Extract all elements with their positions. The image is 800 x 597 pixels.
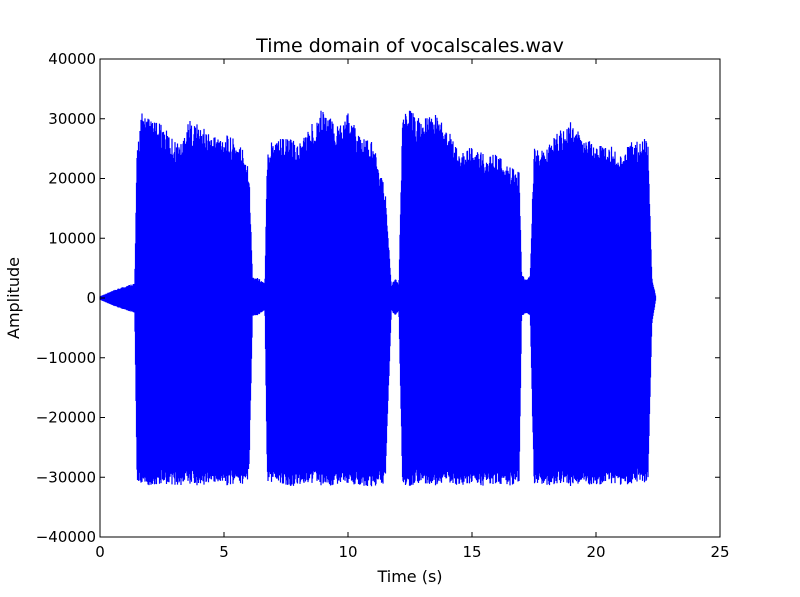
y-tick-label: 10000 [48, 229, 96, 247]
x-tick-label: 10 [338, 543, 357, 561]
y-tick-label: 0 [86, 289, 96, 307]
x-tick-label: 15 [462, 543, 481, 561]
x-tick-label: 0 [95, 543, 105, 561]
x-tick-label: 20 [586, 543, 605, 561]
y-tick-label: 30000 [48, 110, 96, 128]
x-axis-label: Time (s) [376, 567, 442, 586]
ticks-group: 0 5 10 15 20 25 −40000 −30000 −20000 −10000 0 10000… [36, 50, 730, 561]
x-tick-label: 25 [710, 543, 729, 561]
y-axis-label: Amplitude [4, 257, 23, 339]
y-tick-label: −20000 [36, 409, 96, 427]
y-tick-label: −10000 [36, 349, 96, 367]
y-tick-label: 20000 [48, 170, 96, 188]
y-tick-label: 40000 [48, 50, 96, 68]
chart-title: Time domain of vocalscales.wav [255, 35, 564, 57]
y-tick-label: −40000 [36, 528, 96, 546]
y-tick-label: −30000 [36, 468, 96, 486]
x-tick-label: 5 [219, 543, 229, 561]
